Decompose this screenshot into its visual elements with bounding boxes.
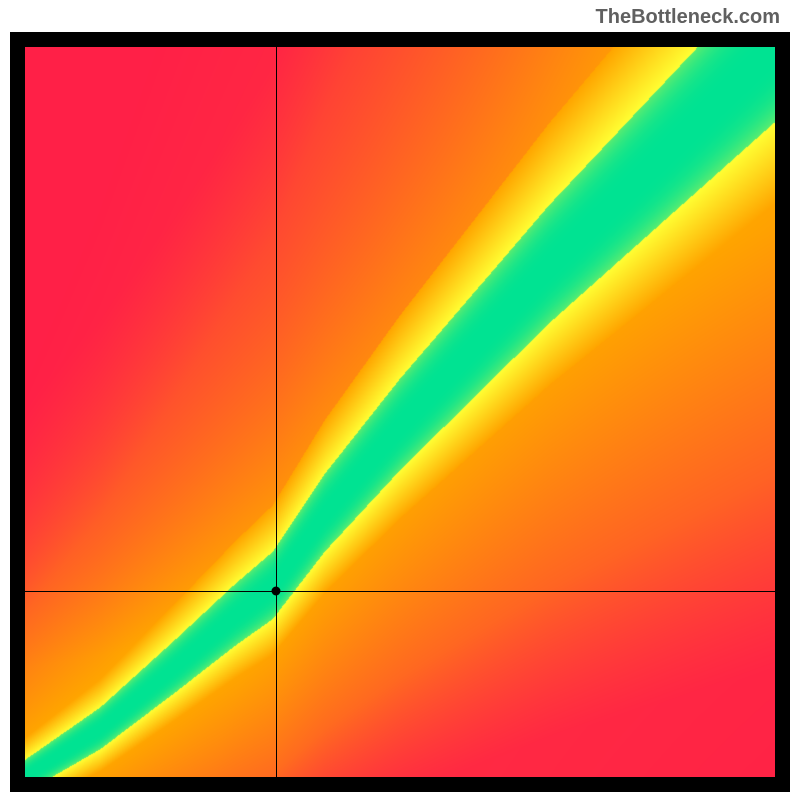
crosshair-horizontal [25, 591, 775, 592]
selection-marker [272, 586, 281, 595]
chart-frame [10, 32, 790, 792]
heatmap-canvas [25, 47, 775, 777]
heatmap-plot [25, 47, 775, 777]
crosshair-vertical [276, 47, 277, 777]
watermark-text: TheBottleneck.com [596, 6, 780, 29]
